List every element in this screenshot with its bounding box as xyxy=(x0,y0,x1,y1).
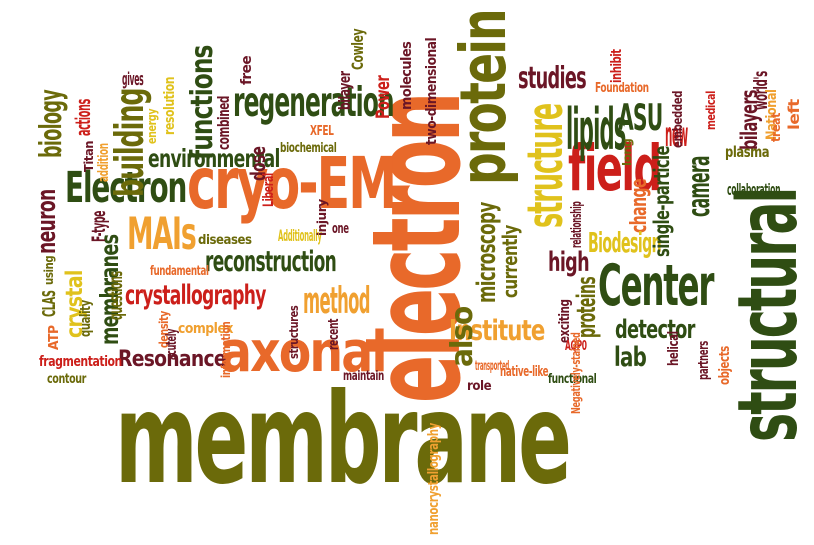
word-two-dimensional: two-dimensional xyxy=(424,37,440,146)
word-new: new xyxy=(665,115,688,154)
word-cryo-em: cryo-EM xyxy=(187,142,397,225)
word-addition: addition xyxy=(96,143,112,182)
word-helical: helical xyxy=(666,331,682,366)
word-biology: biology xyxy=(34,90,69,158)
word-protein: protein xyxy=(446,10,520,186)
word-lab: lab xyxy=(614,342,647,373)
word-asu: ASU xyxy=(618,96,663,139)
word-xfel: XFEL xyxy=(310,124,334,139)
word-inhibit: inhibit xyxy=(609,49,625,83)
word-membrane: membrane xyxy=(115,367,572,512)
word-actions: actions xyxy=(71,99,95,136)
word-detector: detector xyxy=(615,315,695,345)
word-institute: Institute xyxy=(449,313,545,347)
word-fragmentation: fragmentation xyxy=(39,354,122,370)
word-role: role xyxy=(467,379,492,394)
word-single-particle: single-particle xyxy=(650,146,675,257)
word-mais: MAIs xyxy=(127,207,197,260)
word-complex: complex xyxy=(178,321,233,337)
word-embedded: embedded xyxy=(671,90,686,148)
word-structure: structure xyxy=(517,103,574,228)
word-lipids: lipids xyxy=(566,97,626,163)
word-foundation: Foundation xyxy=(595,81,649,96)
word-functional: functional xyxy=(548,372,597,387)
word-atp: ATP xyxy=(47,325,62,350)
word-electron: Electron xyxy=(65,163,187,213)
word-structural: structural xyxy=(721,188,814,442)
word-questions: questions xyxy=(106,271,127,320)
word-power: Power xyxy=(373,75,394,119)
word-regeneration: regeneration xyxy=(233,78,395,126)
word-treat: treat xyxy=(769,112,783,142)
word-also: also xyxy=(445,306,480,367)
word-crystallography: crystallography xyxy=(125,280,266,311)
word-biochemical: biochemical xyxy=(280,141,337,156)
word-quality: quality xyxy=(78,300,94,337)
word-titan: Titan xyxy=(82,140,96,172)
word-center: Center xyxy=(598,253,714,319)
word-information: information xyxy=(219,321,233,378)
word-gives: gives xyxy=(122,70,144,90)
word-camera: camera xyxy=(682,156,717,217)
word-diseases: diseases xyxy=(198,233,252,248)
word-collaboration: collaboration xyxy=(727,180,781,199)
word-nanocrystallography: nanocrystallography xyxy=(426,423,442,535)
word-clas: CLAS xyxy=(40,290,60,317)
word-resolution: resolution xyxy=(162,76,178,135)
word-recent: recent xyxy=(326,318,342,350)
word-contour: contour xyxy=(47,372,86,387)
word-free: free xyxy=(239,55,255,85)
word-plasma: plasma xyxy=(725,143,770,161)
word-medical: medical xyxy=(704,90,718,130)
word-bilayer: bilayer xyxy=(335,71,354,110)
word-high: high xyxy=(548,247,590,278)
word-change: change xyxy=(626,179,652,233)
word-native-like: native-like xyxy=(500,364,549,380)
word-transported: transported xyxy=(475,359,510,374)
word-partners: partners xyxy=(696,341,712,380)
word-studies: studies xyxy=(518,61,587,96)
word-resonance: Resonance xyxy=(118,346,227,372)
word-axonal: axonal xyxy=(220,320,388,385)
word-method: method xyxy=(303,279,371,322)
word-aqp0: AQP0 xyxy=(565,339,587,354)
word-injury: injury xyxy=(315,199,329,236)
word-long: long xyxy=(621,138,634,166)
word-environmental: environmental xyxy=(148,144,280,173)
word-cowley: Cowley xyxy=(348,28,367,70)
word-f-type: F-type xyxy=(89,210,110,242)
word-molecules: molecules xyxy=(399,41,415,111)
word-maintain: maintain xyxy=(343,369,384,384)
word-neuron: neuron xyxy=(32,189,62,254)
word-liberal: Liberal xyxy=(261,173,277,207)
word-relationship: relationship xyxy=(569,201,585,248)
word-objects: objects xyxy=(717,346,733,385)
word-field: field xyxy=(568,131,662,205)
word-proteins: proteins xyxy=(572,276,602,338)
word-combined: combined xyxy=(214,96,233,150)
word-left: left xyxy=(785,99,803,130)
word-structures: structures xyxy=(287,305,301,359)
word-microscopy: microscopy xyxy=(472,202,502,303)
word-using: using xyxy=(42,255,56,285)
word-energy: energy xyxy=(145,108,159,144)
word-currently: currently xyxy=(498,225,522,298)
word-fundamental: fundamental xyxy=(150,264,209,279)
word-additionally: Additionally xyxy=(278,226,322,245)
word-negatively-stained: Negatively-stained xyxy=(569,332,583,414)
word-biodesign: Biodesign xyxy=(588,227,662,259)
word-one: one xyxy=(332,221,349,237)
word-reconstruction: reconstruction xyxy=(205,244,337,278)
